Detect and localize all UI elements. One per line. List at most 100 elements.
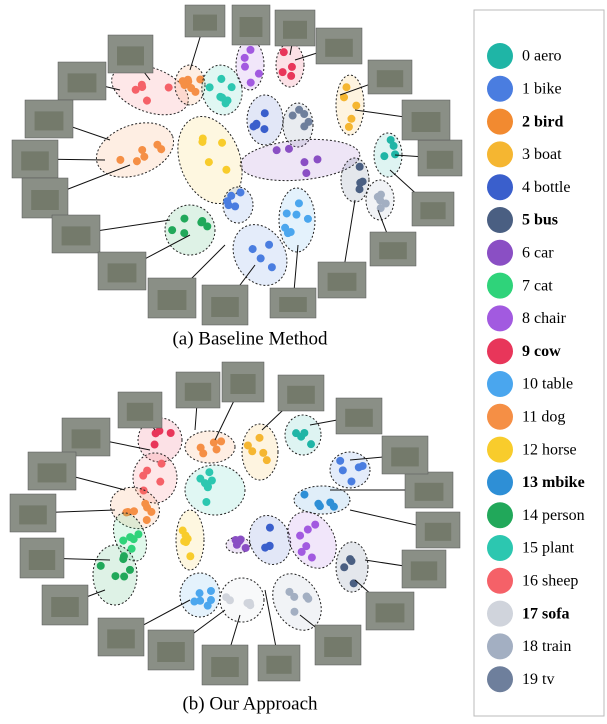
point — [180, 215, 188, 223]
point — [168, 226, 176, 234]
legend-swatch — [487, 469, 513, 495]
point — [359, 462, 367, 470]
point — [261, 109, 269, 117]
cluster-outline — [185, 465, 245, 515]
point — [336, 457, 344, 465]
point — [205, 468, 213, 476]
point — [279, 68, 287, 76]
point — [156, 478, 164, 486]
point — [204, 602, 212, 610]
legend-label: 2 bird — [522, 113, 563, 130]
point — [280, 48, 288, 56]
photo-shade — [19, 505, 47, 524]
point — [236, 188, 244, 196]
point — [352, 102, 360, 110]
legend-swatch — [487, 338, 513, 364]
point — [210, 439, 218, 447]
point — [380, 152, 388, 160]
photo-shade — [193, 15, 217, 31]
point — [356, 179, 364, 187]
photo-shade — [230, 374, 255, 394]
cluster — [220, 578, 264, 622]
photo-shade — [425, 523, 451, 541]
cluster — [180, 573, 220, 617]
legend-label: 14 person — [522, 507, 585, 524]
legend-label: 11 dog — [522, 408, 565, 425]
point — [202, 498, 210, 506]
legend-swatch — [487, 174, 513, 200]
photo-shade — [391, 447, 419, 466]
photo-shade — [21, 151, 49, 170]
point — [186, 552, 194, 560]
photo-shade — [62, 226, 91, 245]
point — [191, 88, 199, 96]
point — [197, 444, 205, 452]
cluster — [165, 205, 215, 255]
point — [292, 211, 300, 219]
cluster — [242, 424, 278, 480]
photo-shade — [279, 297, 307, 312]
point — [126, 566, 134, 574]
point — [288, 63, 296, 71]
point — [143, 467, 151, 475]
point — [356, 163, 364, 171]
point — [259, 449, 267, 457]
cluster — [330, 452, 370, 488]
legend-label: 18 train — [522, 638, 571, 655]
point — [222, 593, 230, 601]
cluster — [226, 535, 250, 553]
point — [300, 491, 308, 499]
photo-shade — [38, 463, 67, 482]
photo-shade — [68, 73, 97, 92]
legend-label: 9 cow — [522, 343, 561, 360]
point — [196, 589, 204, 597]
legend-label: 12 horse — [522, 441, 577, 458]
point — [247, 79, 255, 87]
point — [256, 434, 264, 442]
point — [97, 562, 105, 570]
legend-swatch — [487, 43, 513, 69]
legend-label: 4 bottle — [522, 179, 570, 196]
photo-shade — [379, 242, 407, 259]
legend-swatch — [487, 535, 513, 561]
point — [345, 123, 353, 131]
legend-label: 3 boat — [522, 146, 562, 163]
point — [196, 597, 204, 605]
photo-shade — [31, 190, 59, 210]
point — [213, 445, 221, 453]
point — [244, 441, 252, 449]
photo-shade — [324, 637, 352, 657]
legend-label: 5 bus — [522, 212, 558, 229]
photo-shade — [325, 39, 353, 57]
point — [167, 429, 175, 437]
point — [347, 477, 355, 485]
photo-shade — [107, 629, 135, 648]
page: (a) Baseline Method (b) Our Approach 0 a… — [0, 0, 607, 724]
legend-label: 13 mbike — [522, 474, 585, 491]
photo-shade — [211, 657, 239, 677]
legend-swatch — [487, 371, 513, 397]
cluster — [285, 415, 321, 455]
photo-shade — [283, 21, 307, 39]
point — [207, 587, 215, 595]
legend-swatch — [487, 666, 513, 692]
photo-shade — [377, 70, 403, 87]
point — [217, 437, 225, 445]
legend-swatch — [487, 305, 513, 331]
photo-shade — [35, 111, 64, 130]
point — [287, 228, 295, 236]
point — [374, 193, 382, 201]
point — [180, 229, 188, 237]
point — [255, 70, 263, 78]
point — [242, 544, 250, 552]
point — [246, 46, 254, 54]
point — [243, 599, 251, 607]
cluster — [175, 65, 205, 105]
point — [252, 120, 260, 128]
legend-swatch — [487, 76, 513, 102]
photo-shade — [185, 383, 211, 401]
cluster — [185, 465, 245, 515]
cluster — [341, 158, 369, 202]
legend-swatch — [487, 502, 513, 528]
point — [283, 209, 291, 217]
